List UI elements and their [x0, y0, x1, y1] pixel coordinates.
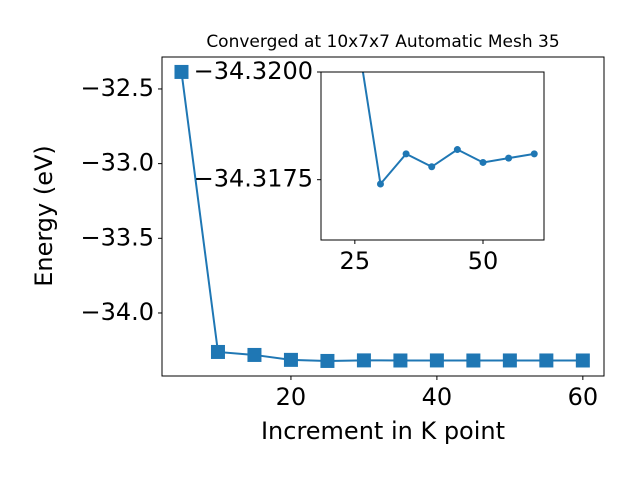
y-tick-label: −33.0 — [80, 149, 154, 177]
marker — [402, 150, 410, 158]
marker — [210, 344, 225, 359]
marker — [247, 347, 262, 362]
axes-frame — [161, 56, 605, 377]
marker — [502, 353, 517, 368]
marker — [466, 353, 481, 368]
x-tick-label: 25 — [340, 247, 371, 275]
x-tick-label: 60 — [568, 383, 599, 411]
y-tick-label: −34.0 — [80, 298, 154, 326]
y-axis-label: Energy (eV) — [30, 145, 58, 287]
plot-group — [361, 72, 538, 188]
data-line — [361, 72, 535, 187]
marker — [428, 163, 436, 171]
marker — [575, 353, 590, 368]
y-tick-label: −33.5 — [80, 223, 154, 251]
marker — [174, 64, 189, 79]
marker — [530, 150, 538, 158]
x-tick-label: 50 — [468, 247, 499, 275]
marker — [479, 158, 487, 166]
marker — [320, 353, 335, 368]
marker — [376, 180, 384, 188]
marker — [393, 353, 408, 368]
x-tick-label: 40 — [422, 383, 453, 411]
y-tick-label: −34.3175 — [194, 165, 313, 193]
marker — [505, 154, 513, 162]
y-tick-label: −34.3200 — [194, 57, 313, 85]
marker — [429, 353, 444, 368]
chart-title: Converged at 10x7x7 Automatic Mesh 35 — [206, 32, 559, 52]
x-axis-label: Increment in K point — [261, 417, 505, 445]
marker — [539, 353, 554, 368]
marker — [356, 353, 371, 368]
plot-group — [174, 64, 590, 368]
y-tick-label: −32.5 — [80, 74, 154, 102]
axes-frame — [320, 71, 545, 241]
marker — [453, 146, 461, 154]
x-tick-label: 20 — [276, 383, 307, 411]
marker — [283, 352, 298, 367]
